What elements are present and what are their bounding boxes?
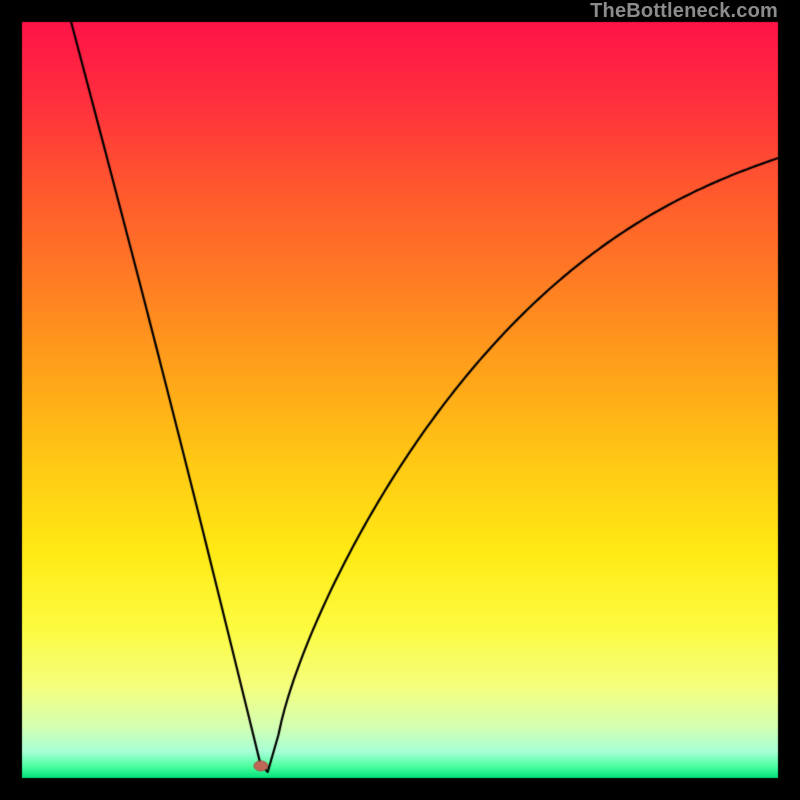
watermark-label: TheBottleneck.com [590,0,778,23]
bottleneck-chart-canvas [0,0,800,800]
